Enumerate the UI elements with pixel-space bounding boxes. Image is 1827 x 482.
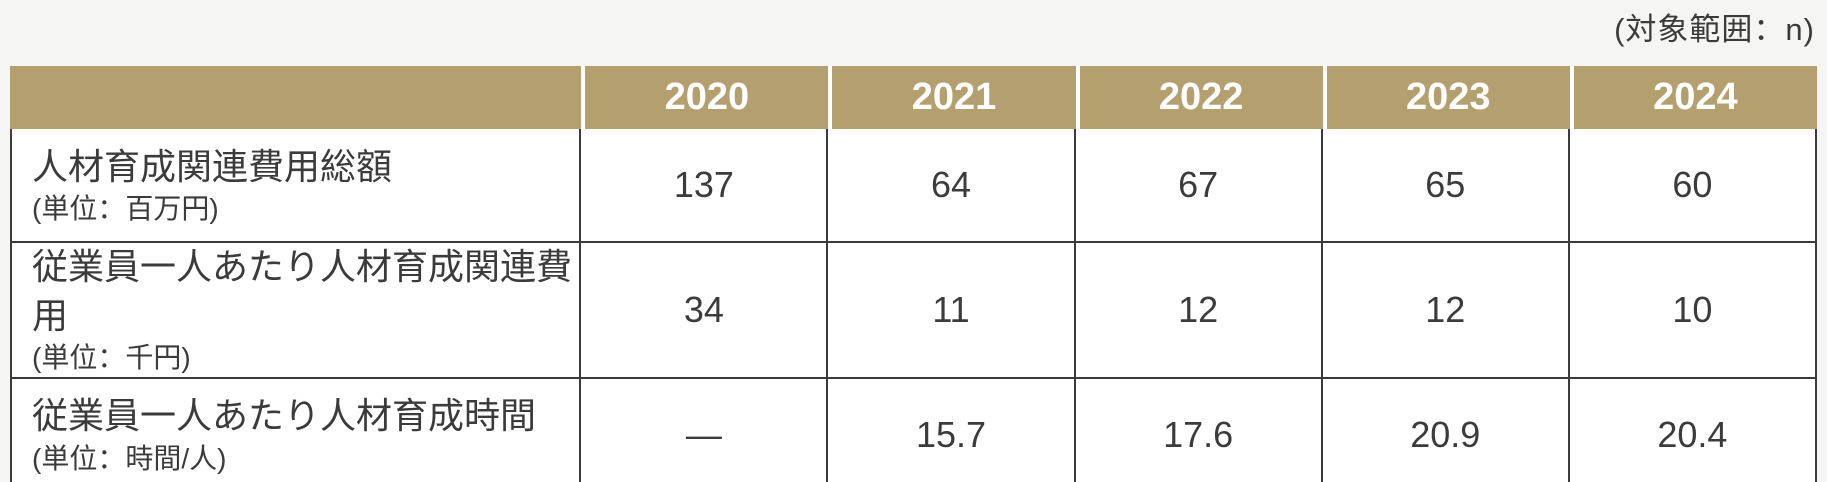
- corner-cell: [10, 66, 582, 129]
- table-header-row: 2020 2021 2022 2023 2024: [10, 66, 1817, 129]
- row-label: 従業員一人あたり人材育成関連費用: [32, 246, 573, 336]
- value-cell: 137: [581, 129, 829, 243]
- value-cell: 64: [828, 129, 1076, 243]
- row-unit: (単位：時間/人): [32, 442, 227, 474]
- value-cell: 20.9: [1322, 378, 1570, 482]
- value-cell: 34: [581, 243, 829, 379]
- table-row-cost-per-employee: 従業員一人あたり人材育成関連費用 (単位：千円) 34 11 12 12 10: [10, 243, 1817, 379]
- value-cell: 67: [1075, 129, 1323, 243]
- year-header-2023: 2023: [1322, 66, 1570, 129]
- value-cell: 11: [828, 243, 1076, 379]
- value-cell: 17.6: [1075, 378, 1323, 482]
- scope-note: (対象範囲：n): [1614, 12, 1815, 47]
- value-cell: 15.7: [828, 378, 1076, 482]
- value-cell: 12: [1322, 243, 1570, 379]
- year-header-2024: 2024: [1569, 66, 1817, 129]
- value-cell: 12: [1075, 243, 1323, 379]
- table-row-total-training-cost: 人材育成関連費用総額 (単位：百万円) 137 64 67 65 60: [10, 129, 1817, 243]
- row-label: 人材育成関連費用総額: [32, 145, 393, 187]
- row-unit: (単位：千円): [32, 342, 191, 374]
- row-label-cell: 従業員一人あたり人材育成関連費用 (単位：千円): [10, 243, 582, 379]
- value-cell: —: [581, 378, 829, 482]
- value-cell: 10: [1569, 243, 1817, 379]
- row-unit: (単位：百万円): [32, 193, 219, 225]
- row-label-cell: 従業員一人あたり人材育成時間 (単位：時間/人): [10, 378, 582, 482]
- year-header-2022: 2022: [1075, 66, 1323, 129]
- table-row-hours-per-employee: 従業員一人あたり人材育成時間 (単位：時間/人) — 15.7 17.6 20.…: [10, 378, 1817, 482]
- value-cell: 65: [1322, 129, 1570, 243]
- year-header-2020: 2020: [581, 66, 829, 129]
- row-label-cell: 人材育成関連費用総額 (単位：百万円): [10, 129, 582, 243]
- year-header-2021: 2021: [828, 66, 1076, 129]
- value-cell: 60: [1569, 129, 1817, 243]
- value-cell: 20.4: [1569, 378, 1817, 482]
- row-label: 従業員一人あたり人材育成時間: [32, 395, 537, 437]
- hr-development-metrics-table: 2020 2021 2022 2023 2024 人材育成関連費用総額 (単位：…: [10, 66, 1817, 482]
